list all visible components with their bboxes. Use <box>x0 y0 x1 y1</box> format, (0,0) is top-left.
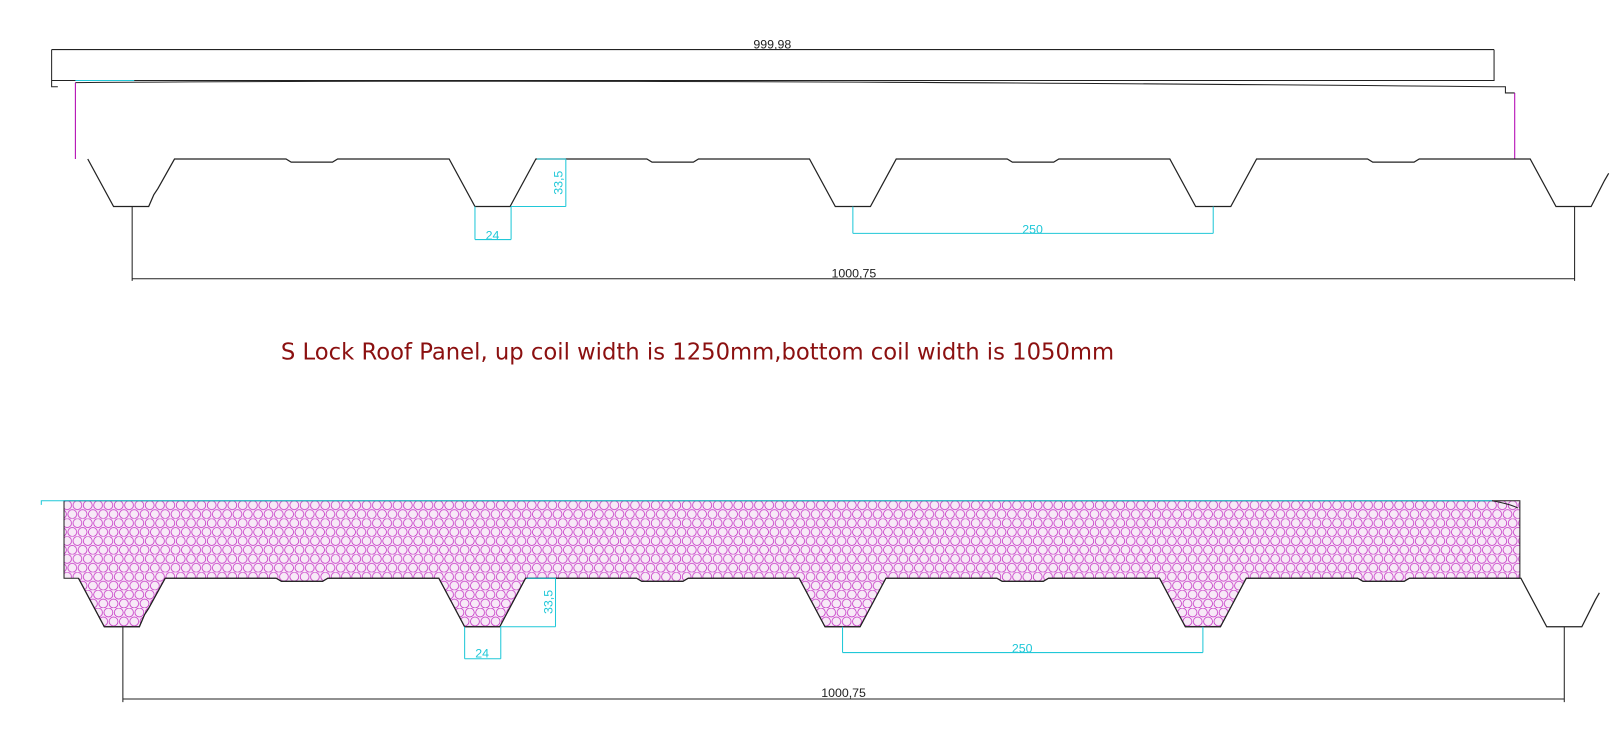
caption: S Lock Roof Panel, up coil width is 1250… <box>281 339 1114 365</box>
dimensions-top <box>131 158 1576 281</box>
foam-core <box>63 500 1521 628</box>
panel-profile <box>77 577 1600 628</box>
rib-height: 33,5 <box>541 590 555 614</box>
top-sheet-edge <box>40 500 1492 505</box>
rib-bottom-width: 24 <box>475 647 489 661</box>
panel-profile <box>87 158 1610 208</box>
dimensions-bottom <box>122 577 1565 703</box>
top-sheet <box>51 49 1516 160</box>
overall-width: 999,98 <box>753 38 791 52</box>
rib-bottom-width: 24 <box>486 229 500 243</box>
cover-width: 1000,75 <box>821 686 866 700</box>
rib-height: 33,5 <box>552 171 566 195</box>
rib-spacing: 250 <box>1012 642 1033 656</box>
cover-width: 1000,75 <box>832 267 877 281</box>
rib-spacing: 250 <box>1022 222 1043 236</box>
